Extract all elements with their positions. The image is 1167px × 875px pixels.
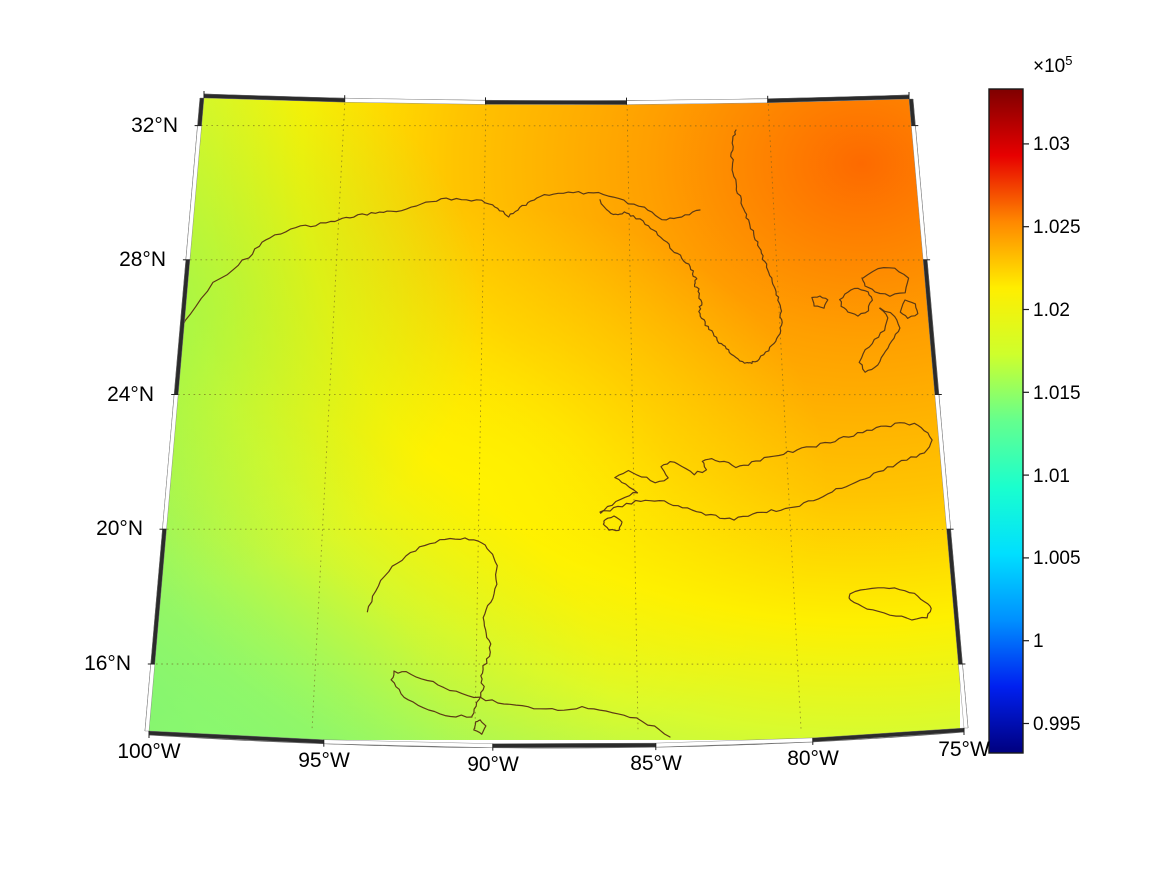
svg-text:1.01: 1.01: [1033, 466, 1070, 487]
svg-text:0.995: 0.995: [1033, 714, 1081, 735]
svg-text:28°N: 28°N: [119, 248, 166, 271]
svg-text:24°N: 24°N: [107, 383, 154, 406]
svg-text:1.015: 1.015: [1033, 383, 1081, 404]
svg-text:20°N: 20°N: [96, 517, 143, 540]
svg-text:80°W: 80°W: [787, 747, 839, 770]
svg-text:90°W: 90°W: [467, 753, 519, 776]
svg-text:1.03: 1.03: [1033, 134, 1070, 155]
svg-text:95°W: 95°W: [298, 749, 350, 772]
svg-text:100°W: 100°W: [117, 740, 180, 763]
svg-text:85°W: 85°W: [630, 752, 682, 775]
svg-text:1: 1: [1033, 631, 1044, 652]
svg-text:1.005: 1.005: [1033, 548, 1081, 569]
svg-text:75°W: 75°W: [938, 738, 990, 761]
svg-text:32°N: 32°N: [131, 114, 178, 137]
svg-text:1.025: 1.025: [1033, 217, 1081, 238]
svg-text:1.02: 1.02: [1033, 300, 1070, 321]
svg-text:16°N: 16°N: [84, 652, 131, 675]
svg-text:×105: ×105: [1033, 53, 1072, 78]
